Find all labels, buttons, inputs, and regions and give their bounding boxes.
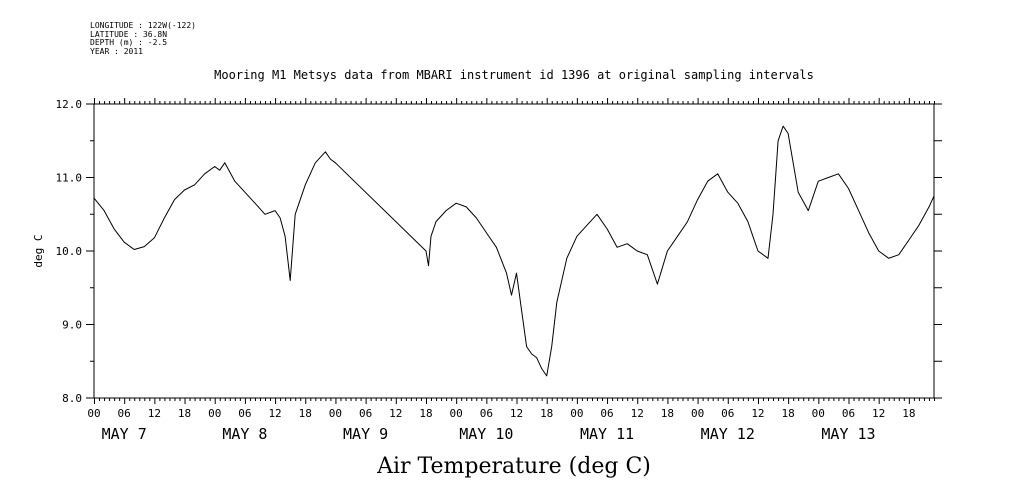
x-tick-label: 06 — [600, 407, 613, 420]
depth-text: DEPTH (m) : -2.5 — [90, 38, 168, 47]
x-tick-label: 12 — [389, 407, 402, 420]
day-label: MAY 9 — [343, 425, 388, 443]
day-label: MAY 12 — [701, 425, 755, 443]
x-tick-label: 00 — [329, 407, 342, 420]
x-axis-title: Air Temperature (deg C) — [377, 454, 651, 479]
x-tick-label: 18 — [540, 407, 553, 420]
x-tick-label: 06 — [359, 407, 372, 420]
day-label: MAY 11 — [580, 425, 634, 443]
x-tick-label: 12 — [872, 407, 885, 420]
chart-title: Mooring M1 Metsys data from MBARI instru… — [214, 68, 814, 82]
x-tick-label: 06 — [118, 407, 131, 420]
x-tick-label: 18 — [782, 407, 795, 420]
y-tick-label: 8.0 — [62, 392, 82, 405]
y-tick-label: 12.0 — [56, 98, 83, 111]
x-tick-label: 00 — [570, 407, 583, 420]
x-tick-label: 00 — [450, 407, 463, 420]
series-line-air-temperature — [93, 125, 935, 377]
y-tick-label: 9.0 — [62, 319, 82, 332]
x-tick-label: 06 — [480, 407, 493, 420]
y-axis-label: deg C — [32, 234, 45, 267]
x-tick-label: 12 — [510, 407, 523, 420]
day-label: MAY 7 — [102, 425, 147, 443]
plot-frame — [93, 103, 935, 399]
x-tick-label: 00 — [87, 407, 100, 420]
x-tick-label: 00 — [208, 407, 221, 420]
year-text: YEAR : 2011 — [90, 46, 143, 56]
longitude-text: LONGITUDE : 122W(-122) — [90, 21, 196, 30]
metadata-block: LONGITUDE : 122W(-122) LATITUDE : 36.8N … — [90, 21, 196, 56]
y-tick-label: 10.0 — [56, 245, 83, 258]
x-tick-label: 06 — [721, 407, 734, 420]
y-tick-label: 11.0 — [56, 172, 83, 185]
x-tick-label: 18 — [902, 407, 915, 420]
x-tick-label: 18 — [178, 407, 191, 420]
x-tick-label: 18 — [299, 407, 312, 420]
x-tick-label: 06 — [842, 407, 855, 420]
x-tick-label: 12 — [268, 407, 281, 420]
x-tick-label: 00 — [812, 407, 825, 420]
x-tick-label: 12 — [148, 407, 161, 420]
x-tick-label: 12 — [631, 407, 644, 420]
x-tick-label: 12 — [751, 407, 764, 420]
day-label: MAY 13 — [821, 425, 875, 443]
x-tick-label: 18 — [419, 407, 432, 420]
x-tick-label: 18 — [661, 407, 674, 420]
x-tick-label: 06 — [238, 407, 251, 420]
day-label: MAY 10 — [459, 425, 513, 443]
day-label: MAY 8 — [222, 425, 267, 443]
x-tick-label: 00 — [691, 407, 704, 420]
latitude-text: LATITUDE : 36.8N — [90, 29, 168, 39]
